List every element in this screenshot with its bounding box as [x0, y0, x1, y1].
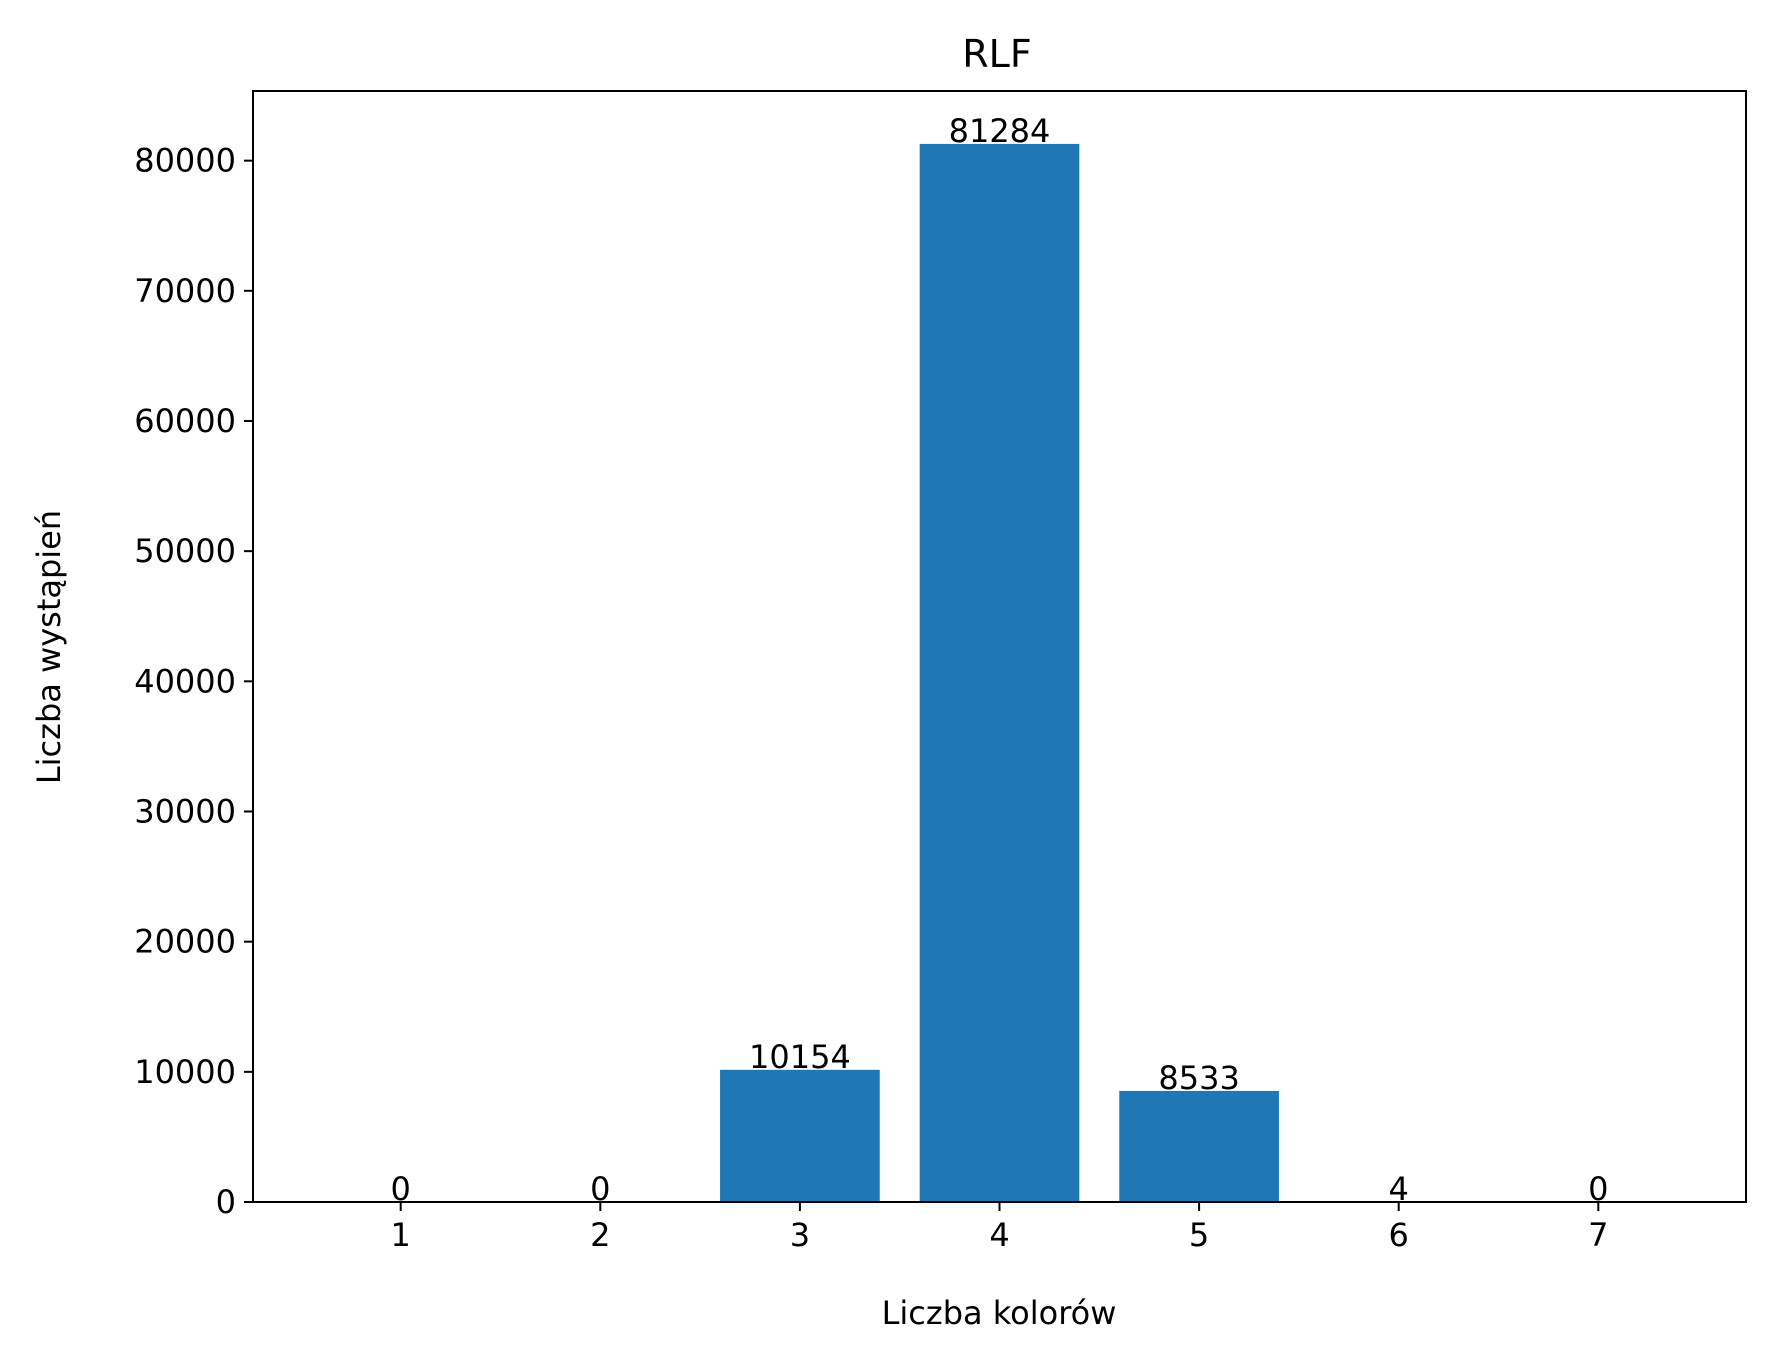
- bar-4: [919, 143, 1080, 1202]
- y-tick-label-30000: 30000: [134, 792, 236, 830]
- bar-value-label-6: 4: [1389, 1170, 1409, 1208]
- data-labels-group: 0 0 10154 81284 8533 4 0: [391, 112, 1609, 1208]
- x-tick-label-6: 6: [1389, 1216, 1409, 1254]
- y-tick-label-70000: 70000: [134, 272, 236, 310]
- bar-3: [720, 1069, 880, 1202]
- bar-value-label-5: 8533: [1158, 1059, 1239, 1097]
- x-tick-label-3: 3: [790, 1216, 810, 1254]
- bar-5: [1119, 1090, 1279, 1202]
- chart-title: RLF: [962, 32, 1031, 76]
- plot-frame: [252, 90, 1747, 1203]
- x-tick-label-2: 2: [590, 1216, 610, 1254]
- x-tick-label-1: 1: [391, 1216, 411, 1254]
- y-tick-label-40000: 40000: [134, 662, 236, 700]
- x-tick-label-7: 7: [1588, 1216, 1608, 1254]
- bars-group: [720, 143, 1479, 1202]
- bar-value-label-7: 0: [1588, 1170, 1608, 1208]
- x-tick-label-5: 5: [1189, 1216, 1209, 1254]
- bar-value-label-4: 81284: [949, 112, 1051, 150]
- bar-value-label-2: 0: [590, 1170, 610, 1208]
- y-tick-label-20000: 20000: [134, 923, 236, 961]
- y-axis-ticks: 0 10000 20000 30000 40000 50000 60000 70000 8000…: [134, 142, 253, 1221]
- bar-value-label-1: 0: [391, 1170, 411, 1208]
- y-axis-label: Liczba wystąpień: [30, 510, 68, 784]
- y-tick-label-50000: 50000: [134, 532, 236, 570]
- bar-value-label-3: 10154: [749, 1038, 851, 1076]
- y-tick-label-10000: 10000: [134, 1053, 236, 1091]
- y-tick-label-0: 0: [216, 1183, 236, 1221]
- y-tick-label-80000: 80000: [134, 142, 236, 180]
- x-axis-ticks: 1 2 3 4 5 6 7: [391, 1202, 1608, 1254]
- x-axis-label: Liczba kolorów: [882, 1294, 1117, 1332]
- y-tick-label-60000: 60000: [134, 402, 236, 440]
- x-tick-label-4: 4: [989, 1216, 1009, 1254]
